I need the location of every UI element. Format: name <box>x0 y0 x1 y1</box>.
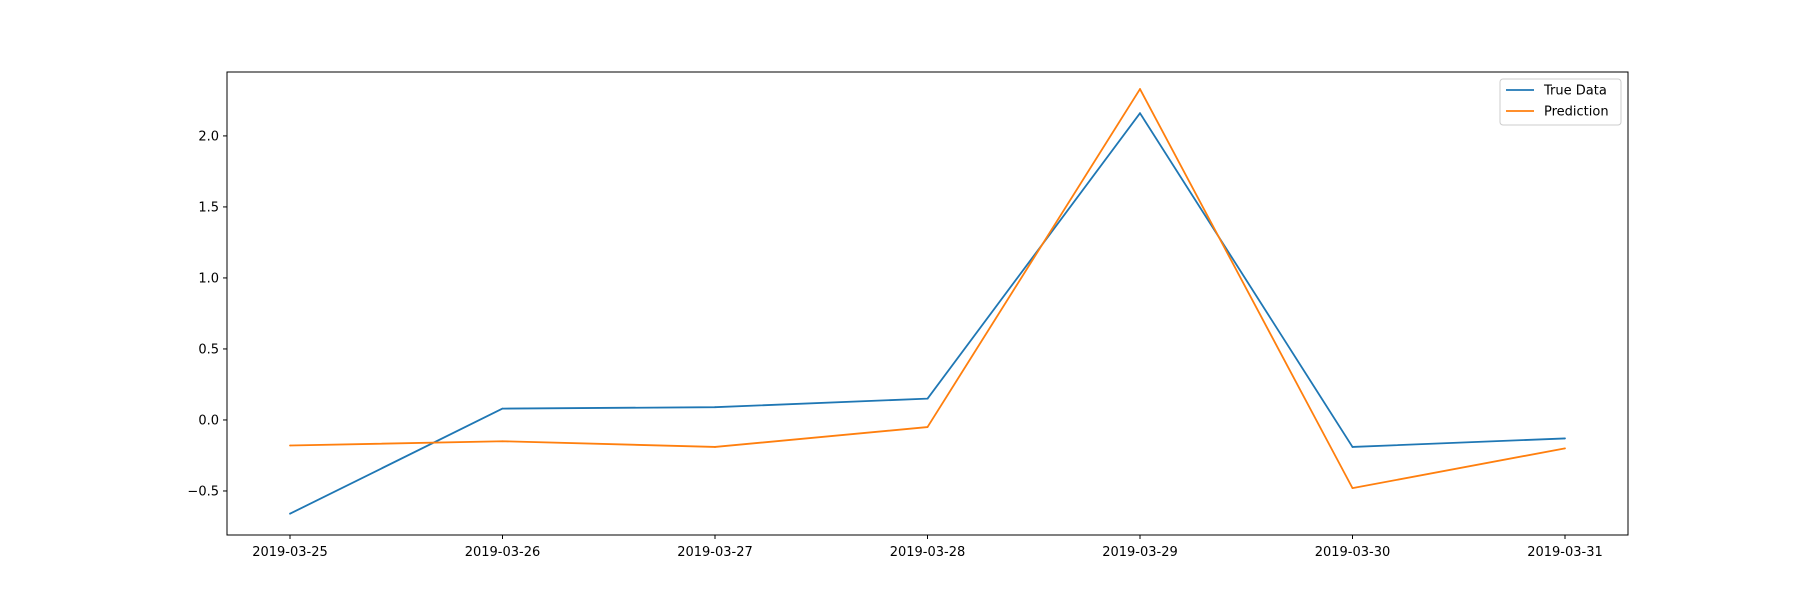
data-point <box>289 444 291 447</box>
x-tick-label: 2019-03-31 <box>1527 545 1603 560</box>
x-tick-label: 2019-03-25 <box>252 545 328 560</box>
series-line-prediction <box>289 88 1566 490</box>
y-tick-label: 1.0 <box>198 271 219 286</box>
data-point <box>1139 88 1141 90</box>
data-point <box>1351 446 1354 448</box>
data-point <box>501 407 504 410</box>
data-point <box>926 397 929 400</box>
data-point <box>289 512 291 515</box>
x-tick-label: 2019-03-29 <box>1102 545 1178 560</box>
x-tick-label: 2019-03-28 <box>890 545 966 560</box>
y-tick-label: 0.0 <box>198 413 219 428</box>
plot-series <box>289 88 1566 515</box>
plot-frame <box>226 71 1629 536</box>
y-axis: −0.5 0.0 0.5 1.0 1.5 2.0 <box>187 129 227 499</box>
legend: True Data Prediction <box>1499 78 1622 126</box>
x-tick-label: 2019-03-27 <box>677 545 753 560</box>
y-tick-label: 2.0 <box>198 129 219 144</box>
data-point <box>1564 447 1566 450</box>
y-tick-label: −0.5 <box>187 484 219 499</box>
legend-label: True Data <box>1543 84 1607 99</box>
series-line-true-data <box>289 112 1566 515</box>
y-tick-label: 0.5 <box>198 342 219 357</box>
y-tick-label: 1.5 <box>198 200 219 215</box>
data-point <box>501 440 504 443</box>
legend-label: Prediction <box>1544 105 1609 120</box>
data-point <box>714 446 716 448</box>
x-tick-label: 2019-03-26 <box>465 545 541 560</box>
data-point <box>926 426 929 428</box>
data-point <box>714 406 716 409</box>
x-tick-label: 2019-03-30 <box>1315 545 1391 560</box>
data-point <box>1564 437 1566 440</box>
data-point <box>1139 112 1141 115</box>
x-axis: 2019-03-25 2019-03-26 2019-03-27 2019-03-28… <box>252 535 1603 560</box>
data-point <box>1351 487 1354 490</box>
